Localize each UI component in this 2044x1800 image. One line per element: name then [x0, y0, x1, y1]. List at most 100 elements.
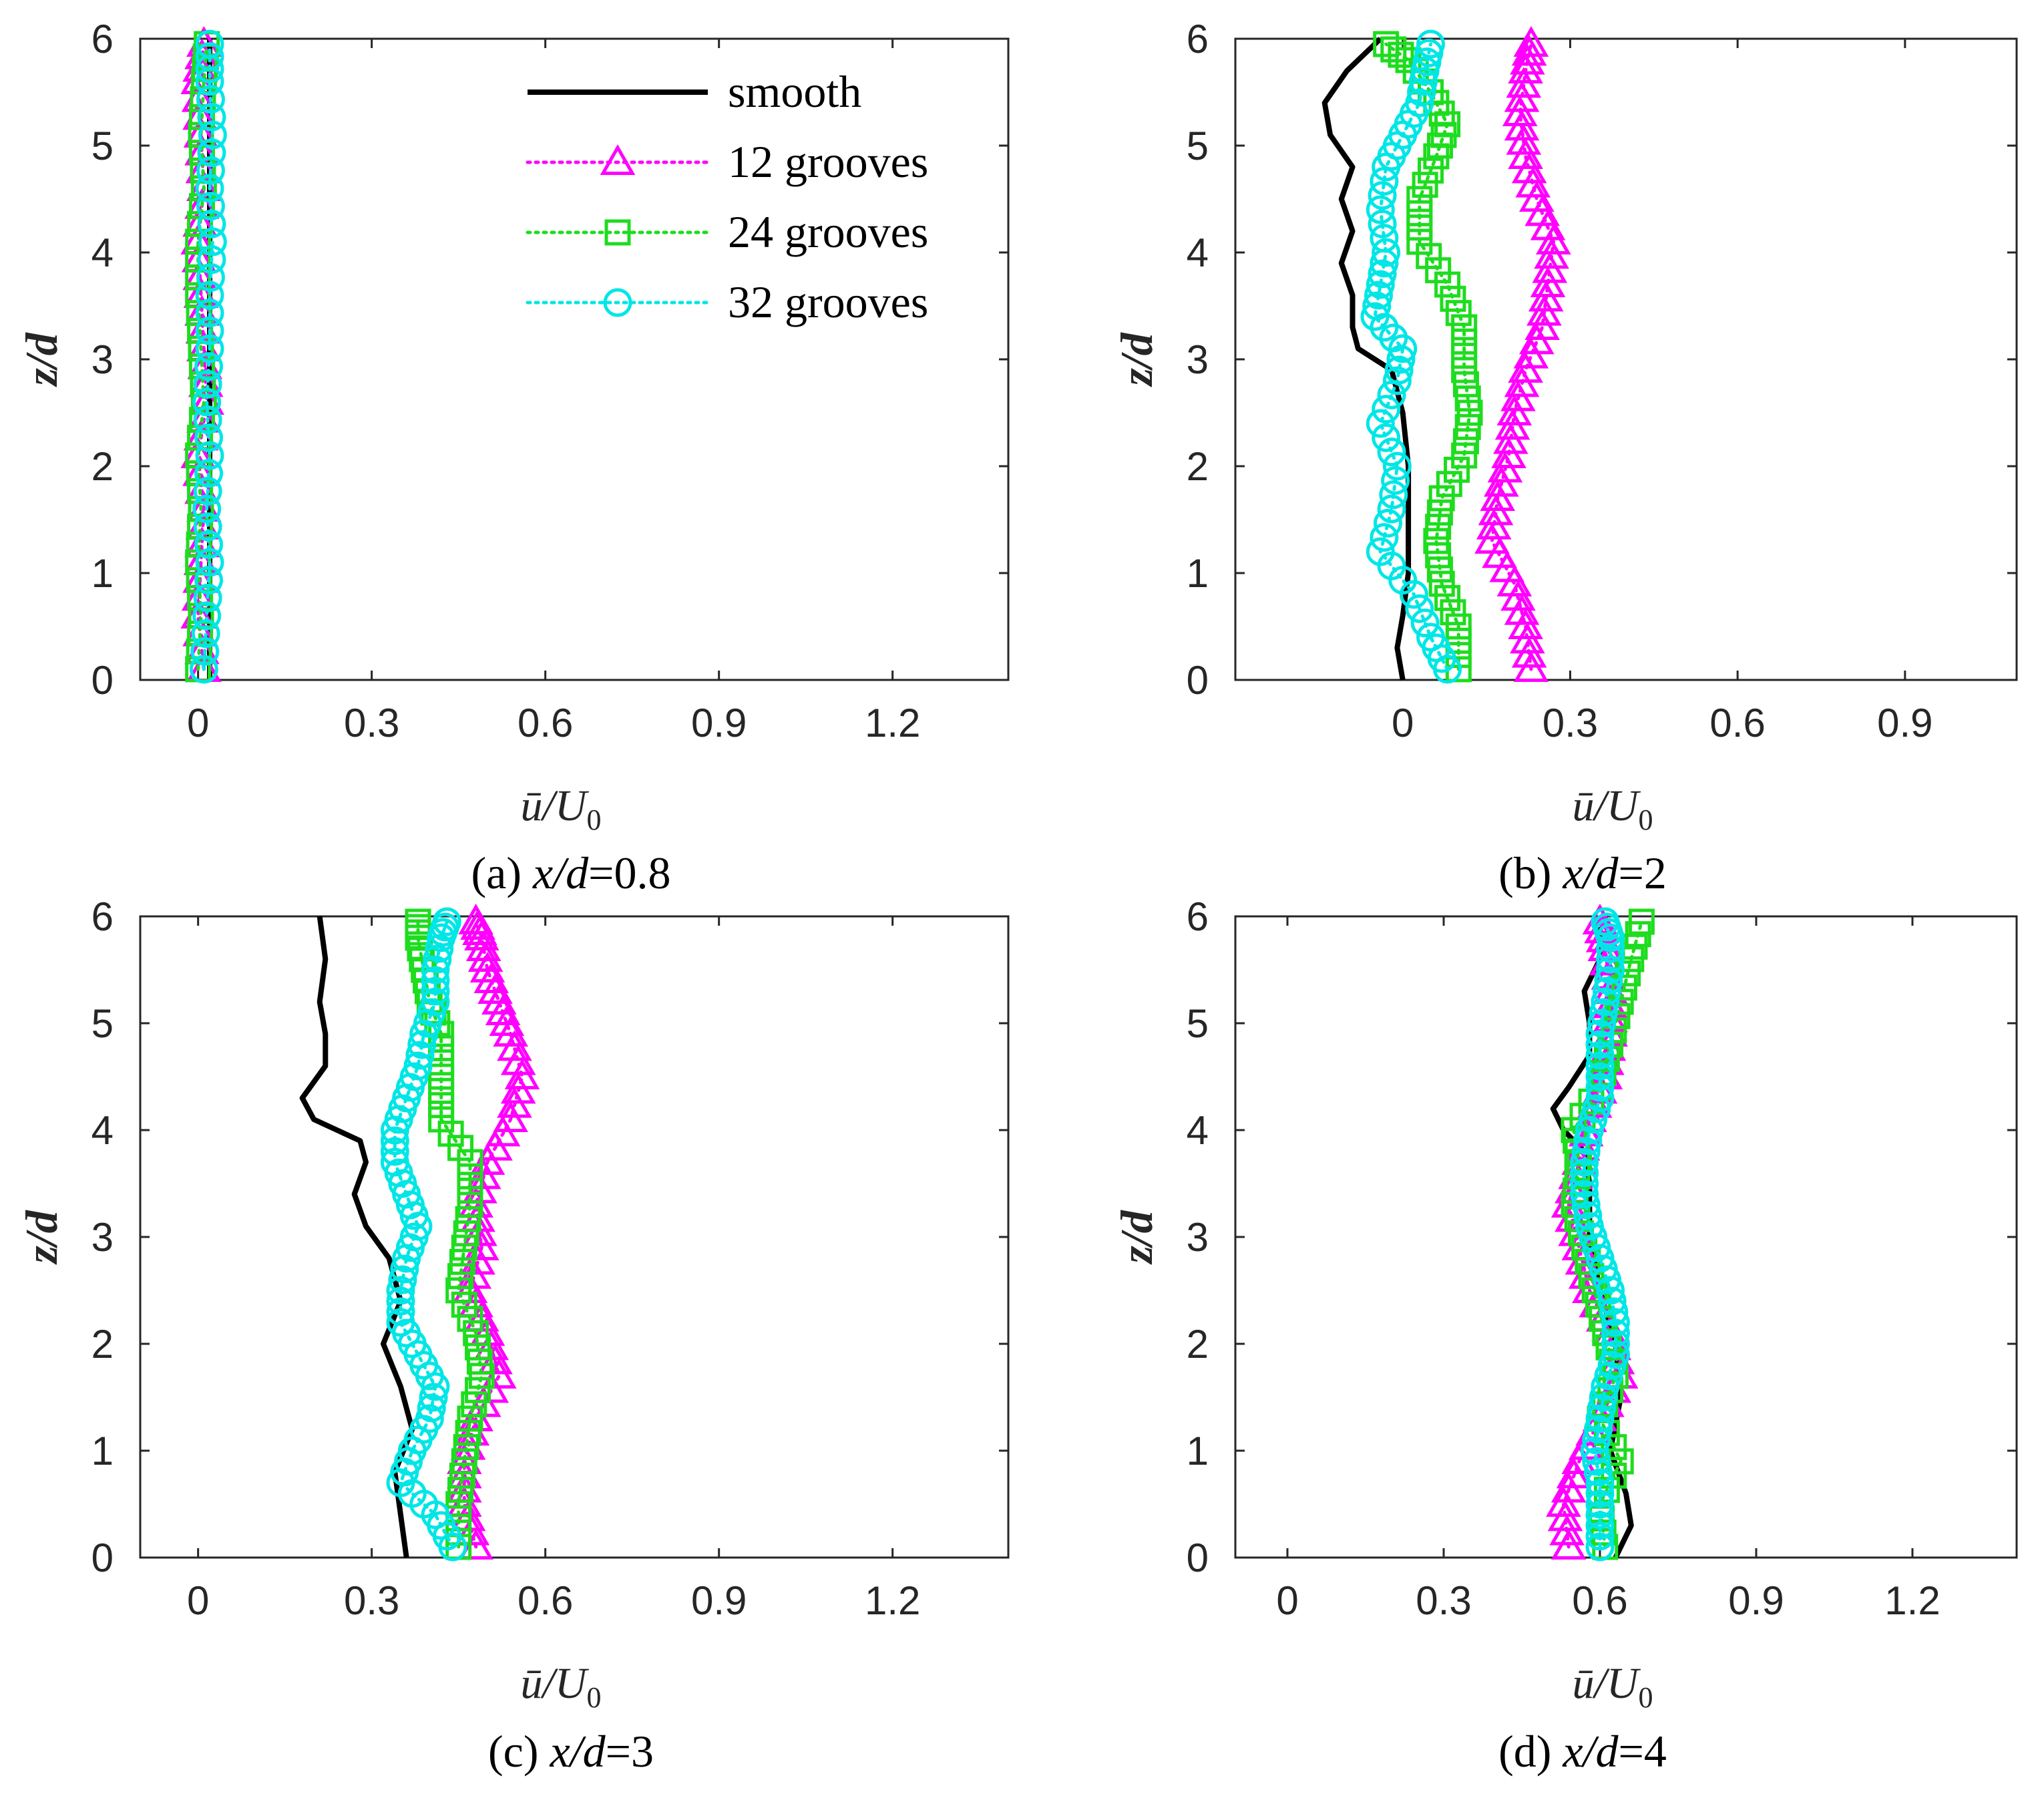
y-axis-label: z/d: [1111, 332, 1162, 387]
data-point-g32: [1407, 77, 1436, 107]
data-point-g24: [428, 1063, 455, 1090]
data-point-g24: [1451, 343, 1478, 369]
y-tick-label: 5: [91, 1001, 114, 1046]
data-point-g24: [1425, 542, 1452, 568]
data-point-g32: [193, 583, 222, 612]
data-point-g24: [1426, 499, 1453, 526]
data-point-g32: [198, 120, 227, 150]
y-tick-label: 6: [1187, 894, 1209, 939]
y-tick-label: 6: [91, 17, 114, 61]
data-point-g24: [449, 1248, 475, 1275]
data-point-g24: [455, 1206, 481, 1232]
data-point-g32: [1570, 1158, 1599, 1188]
data-point-g32: [1381, 466, 1410, 495]
data-point-g32: [1416, 29, 1445, 59]
data-point-g32: [388, 1265, 417, 1294]
data-point-g32: [421, 955, 450, 984]
data-point-g32: [1379, 480, 1408, 510]
y-tick-label: 4: [1187, 1108, 1209, 1153]
data-point-g24: [1418, 157, 1444, 184]
data-point-g24: [457, 1163, 483, 1190]
y-tick-label: 1: [91, 551, 114, 596]
data-point-g32: [417, 1393, 446, 1423]
data-point-g24: [428, 1077, 455, 1104]
caption-value: =4: [1619, 1726, 1667, 1777]
data-point-g24: [457, 1149, 483, 1176]
data-point-g32: [1570, 1147, 1599, 1177]
x-tick-label: 0: [1392, 701, 1414, 745]
data-point-g32: [194, 423, 224, 452]
data-point-g32: [1571, 1190, 1601, 1220]
data-point-g12: [473, 962, 509, 993]
caption-prefix: (b): [1498, 848, 1563, 898]
caption-variable: x/d: [1562, 848, 1619, 898]
data-point-g24: [466, 1348, 493, 1375]
data-point-g24: [1425, 514, 1452, 540]
data-point-g32: [195, 299, 224, 328]
panel-caption: (d) x/d=4: [1498, 1726, 1667, 1777]
data-point-g24: [451, 1448, 477, 1475]
series-line-g32: [202, 42, 214, 671]
x-tick-label: 0.3: [344, 701, 399, 745]
data-point-g32: [1416, 622, 1445, 652]
y-tick-label: 3: [1187, 1215, 1209, 1260]
data-point-g32: [423, 944, 452, 974]
data-point-g32: [1589, 998, 1618, 1027]
data-point-g32: [1372, 238, 1401, 267]
data-point-g24: [1425, 257, 1452, 284]
data-point-g24: [445, 1277, 472, 1304]
data-point-g12: [489, 1005, 525, 1036]
x-tick-label: 0.9: [1728, 1578, 1784, 1623]
legend: smooth 12 grooves 24 grooves 32 grooves: [526, 66, 928, 327]
y-tick-label: 3: [91, 1215, 114, 1260]
data-point-g32: [1585, 1489, 1615, 1519]
data-point-g24: [457, 1405, 483, 1432]
data-point-g24: [453, 1434, 479, 1461]
data-point-g32: [415, 1404, 444, 1433]
data-point-g32: [194, 566, 224, 595]
data-point-g32: [1591, 987, 1620, 1017]
x-tick-label: 1.2: [865, 1578, 920, 1623]
x-tick-label: 0: [1276, 1578, 1298, 1623]
data-point-g24: [1451, 357, 1478, 383]
data-point-g32: [432, 907, 461, 936]
data-point-g24: [1451, 328, 1478, 355]
data-point-g32: [1372, 395, 1401, 424]
data-point-g32: [1362, 291, 1392, 321]
data-point-g32: [386, 1276, 415, 1305]
series-g32: [380, 907, 467, 1562]
data-point-g32: [1382, 366, 1412, 395]
data-point-g12: [481, 983, 517, 1015]
y-tick-label: 0: [1187, 1536, 1209, 1580]
data-point-g24: [1452, 371, 1479, 397]
series-g32: [1570, 907, 1630, 1562]
x-tick-label: 0.3: [344, 1578, 399, 1623]
data-point-g24: [465, 1334, 491, 1361]
data-point-g24: [1434, 584, 1461, 611]
plot-area: [1234, 37, 2018, 681]
data-point-g32: [196, 262, 225, 292]
data-point-g32: [1585, 1051, 1615, 1081]
data-point-g24: [1406, 214, 1433, 241]
data-point-g24: [1426, 556, 1453, 583]
data-point-g24: [1601, 1434, 1627, 1461]
y-tick-label: 2: [1187, 1322, 1209, 1367]
x-axis-label: ū/U0: [521, 1659, 602, 1714]
data-point-g24: [449, 1462, 475, 1489]
data-point-g12: [1508, 52, 1543, 83]
data-point-g24: [453, 1220, 479, 1247]
data-point-g24: [185, 228, 212, 255]
data-point-g32: [1366, 409, 1395, 438]
data-point-g32: [194, 352, 224, 381]
data-point-g32: [1599, 1297, 1629, 1326]
data-point-g32: [1585, 1521, 1615, 1551]
data-point-g12: [1511, 35, 1547, 66]
data-point-g32: [1601, 1308, 1630, 1337]
data-point-g32: [1410, 608, 1440, 638]
data-point-g32: [380, 1137, 409, 1166]
panel-caption: (a) x/d=0.8: [471, 848, 671, 898]
data-point-g24: [1452, 428, 1479, 455]
data-point-g24: [447, 1135, 474, 1161]
panel-a: 0 0.3 0.6 0.9 1.2 0 1 2 3 4 5 6 z/d ū/U0 (a) x/d=0.8: [16, 17, 1010, 898]
